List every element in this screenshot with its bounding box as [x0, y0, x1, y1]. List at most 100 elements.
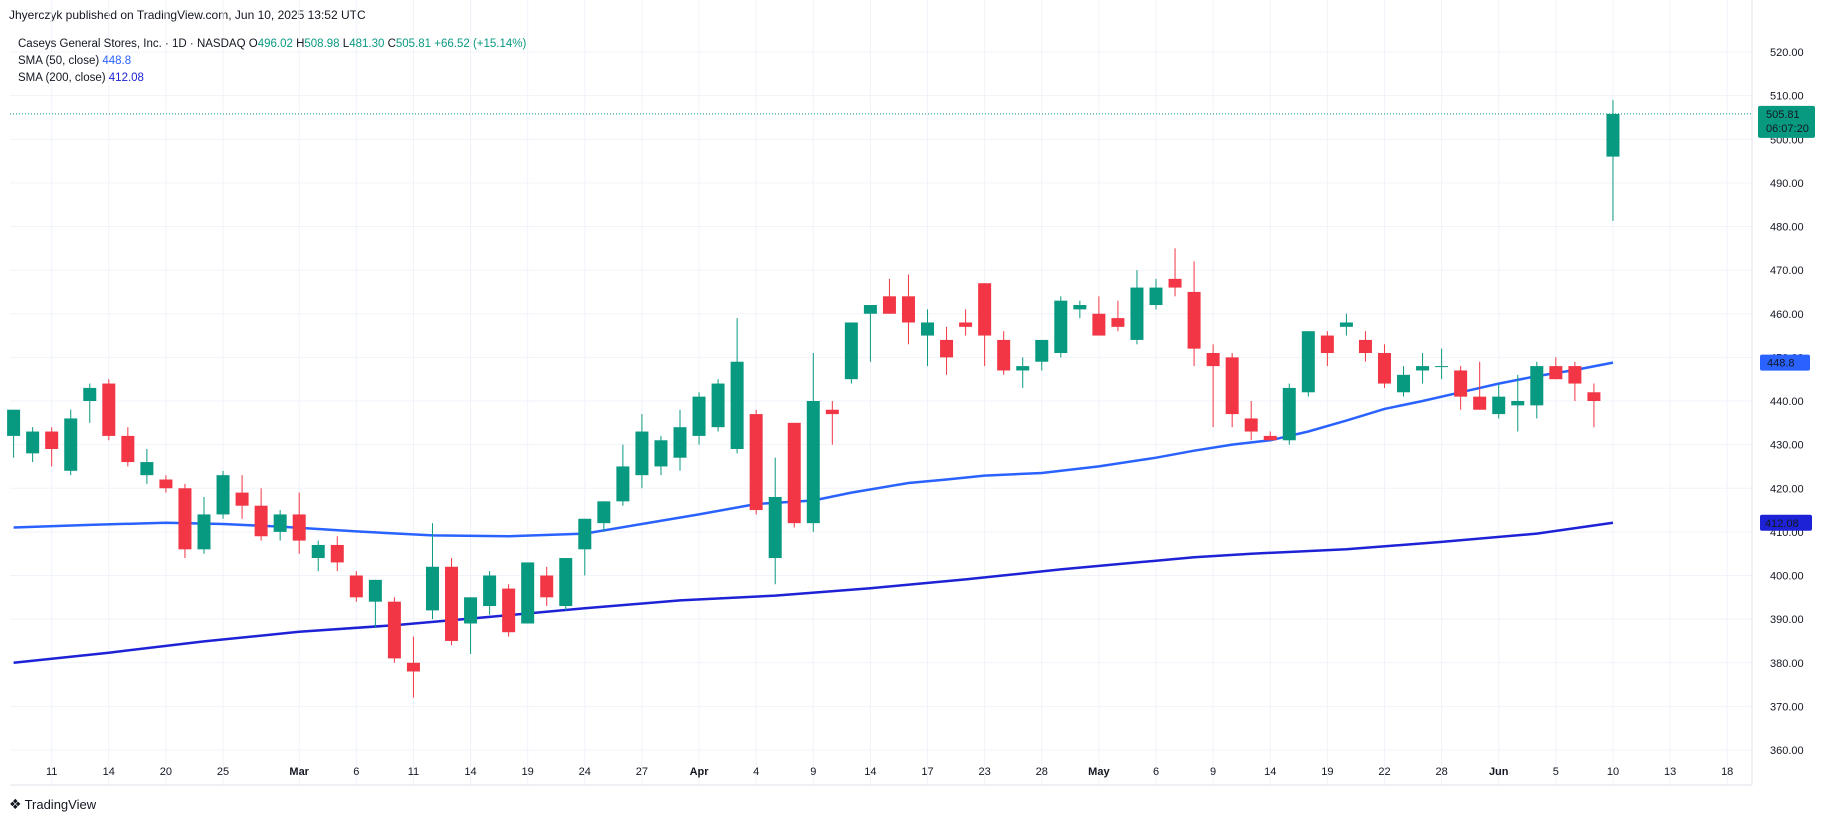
candle-body: [844, 322, 858, 380]
sma50-line: [13, 361, 1614, 538]
high-value: 508.98: [304, 38, 340, 50]
candle: [1606, 100, 1620, 221]
sma50-row[interactable]: SMA (50, close) 448.8: [18, 53, 526, 70]
candle: [978, 283, 992, 367]
y-tick-label: 470.00: [1770, 265, 1804, 277]
candle: [1568, 361, 1582, 401]
candle-body: [121, 435, 135, 463]
candle: [1016, 357, 1030, 388]
candle: [635, 414, 649, 489]
candle-body: [1606, 113, 1620, 157]
candle-body: [1073, 305, 1087, 310]
candle-body: [368, 579, 382, 602]
y-tick-label: 490.00: [1770, 178, 1804, 190]
candle: [1473, 361, 1487, 410]
candle-body: [425, 566, 439, 611]
candle-body: [521, 562, 535, 624]
low-value: 481.30: [349, 38, 385, 50]
x-tick-label: May: [1088, 766, 1110, 778]
x-tick-label: Mar: [289, 766, 309, 778]
candle-body: [711, 383, 725, 428]
candle: [1416, 353, 1430, 384]
candle: [863, 305, 877, 362]
candle: [159, 475, 173, 493]
candle-body: [197, 514, 211, 550]
candle: [787, 422, 801, 528]
price-chart[interactable]: 360.00370.00380.00390.00400.00410.00420.…: [0, 0, 1835, 790]
candle-body: [673, 427, 687, 458]
candle-body: [102, 383, 116, 436]
candles: [7, 100, 1620, 698]
y-tick-label: 370.00: [1770, 701, 1804, 713]
candle-body: [64, 418, 78, 471]
candle-body: [806, 401, 820, 524]
close-label: C: [387, 38, 396, 50]
candle: [83, 383, 97, 423]
price-axis[interactable]: 360.00370.00380.00390.00400.00410.00420.…: [1770, 47, 1804, 757]
candle-body: [597, 501, 611, 524]
candle: [1263, 431, 1277, 441]
brand-text: TradingView: [24, 797, 97, 812]
candle-body: [330, 544, 344, 563]
candle: [578, 518, 592, 576]
legend: Caseys General Stores, Inc. · 1D · NASDA…: [18, 36, 526, 87]
candle-body: [1454, 370, 1468, 397]
candle: [1301, 331, 1315, 397]
candle-body: [768, 496, 782, 559]
candle: [1320, 331, 1334, 367]
candle: [1377, 344, 1391, 388]
x-tick-label: 24: [579, 766, 591, 778]
candle: [140, 448, 154, 484]
candle-body: [387, 601, 401, 659]
candle-body: [863, 305, 877, 314]
sma200-row[interactable]: SMA (200, close) 412.08: [18, 70, 526, 87]
time-axis[interactable]: 11 14 20 25 Mar 6 11 14 19 24 27 Apr 4 9 14 17 23 28 May 6 9…: [46, 766, 1733, 778]
candle: [940, 326, 954, 375]
sma50-price-badge: [1760, 354, 1810, 371]
candle-body: [1035, 339, 1049, 362]
candle: [844, 322, 858, 384]
candle: [616, 444, 630, 506]
bar-countdown: 06:07:20: [1766, 123, 1809, 135]
candle-body: [7, 409, 21, 436]
candle-body: [254, 505, 268, 537]
candle-body: [1473, 396, 1487, 410]
candle: [540, 566, 554, 607]
x-tick-label: 11: [408, 766, 419, 778]
x-tick-label: 28: [1036, 766, 1048, 778]
sma50-series: [13, 361, 1614, 538]
candle-body: [140, 462, 154, 476]
x-tick-label: 9: [1210, 766, 1216, 778]
symbol-title[interactable]: Caseys General Stores, Inc. · 1D · NASDA…: [18, 38, 246, 50]
candle: [1225, 353, 1239, 428]
candle: [1130, 270, 1144, 345]
y-tick-label: 520.00: [1770, 47, 1804, 59]
candle: [1206, 344, 1220, 428]
x-tick-label: 27: [636, 766, 648, 778]
candle-body: [654, 440, 668, 467]
candle-body: [445, 566, 459, 641]
candle-body: [1416, 366, 1430, 371]
change-value: +66.52 (+15.14%): [434, 38, 527, 50]
candle: [1035, 339, 1049, 371]
candle-body: [1339, 322, 1353, 327]
candle: [1454, 366, 1468, 410]
last-price-badge-price: 505.81: [1766, 109, 1800, 121]
sma50-badge-value: 448.8: [1767, 358, 1795, 370]
candle: [521, 562, 535, 624]
candle-body: [921, 322, 935, 336]
x-tick-label: 11: [46, 766, 57, 778]
candle-body: [26, 431, 40, 454]
grid: [10, 0, 1752, 785]
candle-body: [292, 514, 306, 541]
candle: [7, 409, 21, 458]
y-tick-label: 430.00: [1770, 440, 1804, 452]
candle-body: [1549, 366, 1563, 380]
x-tick-label: 22: [1378, 766, 1390, 778]
tradingview-logo-icon: ❖: [9, 796, 22, 812]
x-tick-label: 4: [753, 766, 759, 778]
candle: [1244, 401, 1258, 441]
candle: [292, 492, 306, 554]
candle-body: [1530, 366, 1544, 406]
x-tick-label: 6: [1153, 766, 1159, 778]
